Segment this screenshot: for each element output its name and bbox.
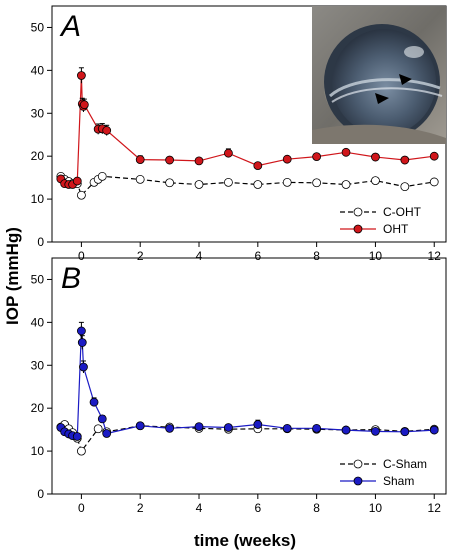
y-tick-label: 50	[31, 20, 45, 34]
data-point	[224, 177, 233, 187]
x-tick-label: 8	[313, 501, 320, 515]
y-axis-label: IOP (mmHg)	[3, 227, 22, 325]
x-tick-label: 12	[428, 249, 442, 263]
legend-label: OHT	[383, 222, 409, 236]
data-point	[77, 71, 86, 80]
data-point	[371, 426, 380, 436]
x-tick-label: 10	[369, 249, 383, 263]
panel-a: 0 10 20 30 40 50 0 2 4 6 8 10 12 A C-OHT OHT	[31, 5, 447, 263]
data-point	[400, 155, 410, 165]
y-tick-label: 30	[31, 106, 45, 120]
data-point	[135, 155, 145, 165]
data-point	[400, 182, 410, 192]
data-point	[253, 161, 263, 171]
data-point	[135, 421, 145, 431]
x-tick-label: 12	[428, 501, 442, 515]
data-point	[165, 178, 175, 188]
x-tick-label: 8	[313, 249, 320, 263]
data-point	[93, 424, 103, 434]
y-tick-label: 10	[31, 444, 45, 458]
panel-b: 0 10 20 30 40 50 0 2 4 6 8 10 12 B C-Sham Sham	[31, 257, 447, 515]
data-point	[312, 178, 322, 188]
data-point	[429, 177, 439, 187]
data-point	[77, 190, 86, 200]
x-tick-label: 0	[78, 249, 85, 263]
eye-photo-inset	[312, 6, 446, 144]
data-point	[341, 180, 351, 189]
y-tick-label: 20	[31, 401, 45, 415]
legend-marker	[353, 476, 363, 486]
data-point	[72, 176, 82, 186]
data-point	[253, 180, 263, 189]
data-point	[77, 338, 87, 347]
series-line	[60, 330, 435, 438]
data-point	[77, 326, 86, 336]
legend-marker	[353, 459, 363, 469]
panel-label: B	[61, 262, 81, 295]
x-tick-label: 2	[137, 501, 144, 515]
x-tick-label: 2	[137, 249, 144, 263]
y-tick-label: 40	[31, 63, 45, 77]
data-point	[194, 156, 204, 166]
y-tick-label: 40	[31, 315, 45, 329]
data-point	[224, 423, 233, 432]
data-point	[165, 155, 175, 165]
data-point	[282, 177, 292, 187]
y-tick-label: 0	[37, 487, 44, 501]
plot-frame	[51, 257, 447, 495]
data-point	[89, 397, 99, 407]
data-point	[312, 152, 322, 162]
data-point	[282, 423, 292, 433]
data-point	[194, 180, 204, 189]
data-point	[102, 126, 112, 135]
data-point	[371, 152, 380, 162]
x-axis-label: time (weeks)	[194, 531, 296, 550]
x-tick-label: 4	[196, 501, 203, 515]
data-point	[429, 425, 439, 435]
data-point	[312, 423, 322, 433]
arrowhead-marker-1	[399, 74, 412, 85]
data-point	[77, 446, 86, 456]
legend-label: Sham	[383, 474, 414, 488]
x-tick-label: 6	[254, 249, 261, 263]
series-line	[60, 175, 435, 197]
data-point	[282, 154, 292, 164]
data-point	[194, 422, 204, 432]
data-point	[165, 423, 175, 433]
data-point	[224, 148, 233, 158]
legend-label: C-Sham	[383, 457, 427, 471]
data-point	[341, 147, 351, 157]
x-tick-label: 10	[369, 501, 383, 515]
data-point	[97, 171, 107, 181]
data-point	[371, 176, 380, 186]
legend-marker	[353, 224, 363, 234]
data-point	[102, 429, 112, 438]
data-point	[341, 425, 351, 435]
data-point	[253, 420, 263, 429]
legend-label: C-OHT	[383, 205, 422, 219]
arrowhead-marker-2	[375, 93, 389, 104]
y-tick-label: 0	[37, 235, 44, 249]
x-tick-label: 6	[254, 501, 261, 515]
data-point	[79, 100, 89, 110]
y-tick-label: 20	[31, 149, 45, 163]
data-point	[400, 427, 410, 437]
data-point	[135, 174, 145, 184]
y-tick-label: 50	[31, 272, 45, 286]
data-point	[79, 362, 88, 372]
panel-label: A	[59, 10, 81, 43]
legend-marker	[353, 207, 363, 217]
data-point	[72, 432, 82, 441]
x-tick-label: 0	[78, 501, 85, 515]
data-point	[97, 414, 107, 424]
data-point	[429, 151, 439, 161]
y-tick-label: 10	[31, 192, 45, 206]
y-tick-label: 30	[31, 358, 45, 372]
x-tick-label: 4	[196, 249, 203, 263]
